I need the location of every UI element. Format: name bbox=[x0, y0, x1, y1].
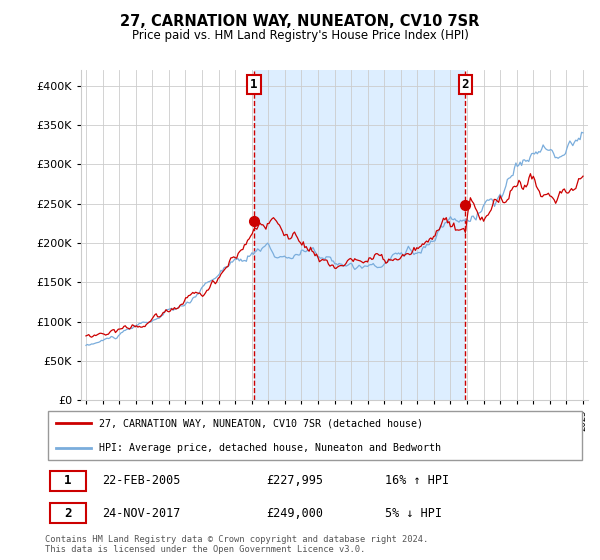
Text: £227,995: £227,995 bbox=[266, 474, 323, 487]
Text: HPI: Average price, detached house, Nuneaton and Bedworth: HPI: Average price, detached house, Nune… bbox=[99, 442, 441, 452]
Text: 22-FEB-2005: 22-FEB-2005 bbox=[101, 474, 180, 487]
Text: 2: 2 bbox=[64, 507, 72, 520]
Bar bbox=[254, 70, 466, 400]
Text: Price paid vs. HM Land Registry's House Price Index (HPI): Price paid vs. HM Land Registry's House … bbox=[131, 29, 469, 42]
Text: 24-NOV-2017: 24-NOV-2017 bbox=[101, 507, 180, 520]
FancyBboxPatch shape bbox=[50, 472, 86, 491]
FancyBboxPatch shape bbox=[50, 503, 86, 523]
Text: 27, CARNATION WAY, NUNEATON, CV10 7SR (detached house): 27, CARNATION WAY, NUNEATON, CV10 7SR (d… bbox=[99, 418, 423, 428]
FancyBboxPatch shape bbox=[48, 411, 582, 460]
Text: 16% ↑ HPI: 16% ↑ HPI bbox=[385, 474, 449, 487]
Text: 27, CARNATION WAY, NUNEATON, CV10 7SR: 27, CARNATION WAY, NUNEATON, CV10 7SR bbox=[121, 14, 479, 29]
Text: 5% ↓ HPI: 5% ↓ HPI bbox=[385, 507, 442, 520]
Text: 1: 1 bbox=[64, 474, 72, 487]
Text: 2: 2 bbox=[461, 78, 469, 91]
Text: 1: 1 bbox=[250, 78, 257, 91]
Text: £249,000: £249,000 bbox=[266, 507, 323, 520]
Text: Contains HM Land Registry data © Crown copyright and database right 2024.
This d: Contains HM Land Registry data © Crown c… bbox=[45, 535, 428, 554]
